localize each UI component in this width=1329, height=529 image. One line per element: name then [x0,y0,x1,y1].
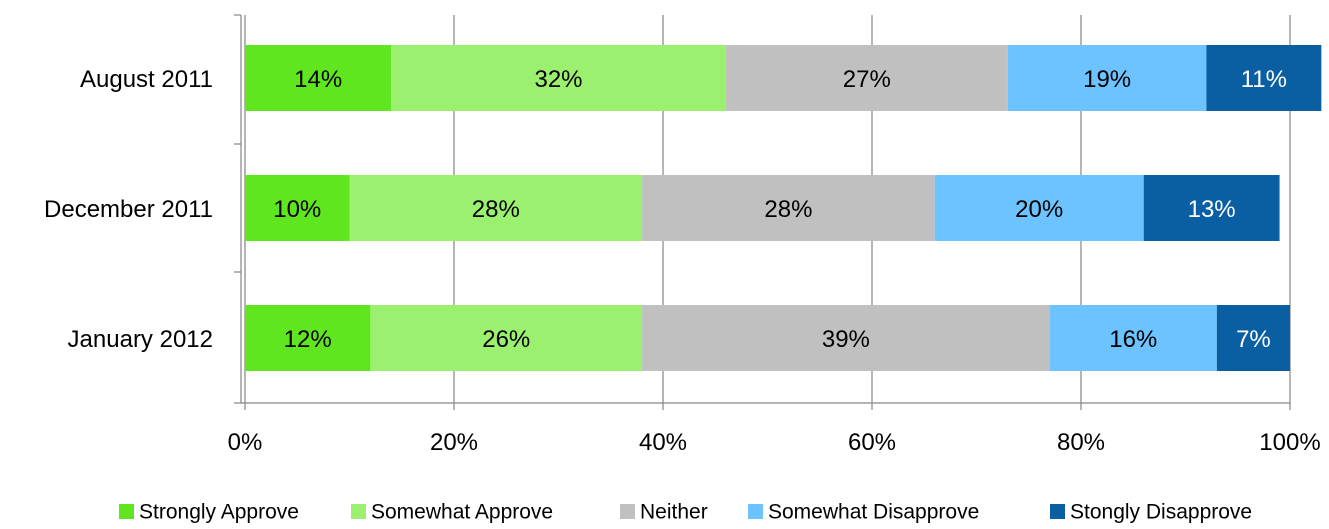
bar-segment-somewhat-approve [391,45,726,111]
data-label: 12% [284,326,332,353]
bar-segment-stongly-disapprove [1143,175,1280,241]
legend-label: Somewhat Disapprove [768,501,979,524]
data-label: 7% [1236,326,1271,353]
data-label: 26% [482,326,530,353]
data-label: 27% [843,66,891,93]
legend-label: Strongly Approve [139,501,299,524]
data-label: 10% [273,196,321,223]
category-label: August 2011 [80,66,213,93]
bar-segment-somewhat-disapprove [1007,45,1207,111]
x-tick-label: 60% [848,429,896,456]
legend-swatch-neither [620,504,635,519]
data-label: 13% [1188,196,1236,223]
category-label: December 2011 [44,196,213,223]
legend: Strongly Approve Somewhat Approve Neither S… [119,501,1252,524]
bar-segment-strongly-approve [245,305,371,371]
bar-segment-strongly-approve [245,175,350,241]
bar-segment-neither [642,175,935,241]
bar-segment-somewhat-approve [370,305,643,371]
legend-label: Stongly Disapprove [1070,501,1252,524]
legend-swatch-stongly-disapprove [1050,504,1065,519]
x-tick-label: 40% [639,429,687,456]
data-label: 11% [1241,66,1287,93]
category-label: January 2012 [68,326,213,353]
data-label: 28% [764,196,812,223]
legend-swatch-somewhat-approve [351,504,366,519]
bar-segment-somewhat-disapprove [934,175,1144,241]
legend-swatch-somewhat-disapprove [748,504,763,519]
data-label: 32% [534,66,582,93]
bar-segment-neither [642,305,1050,371]
labels: 0% 20% 40% 60% 80% 100% 14% 32% 27% 19% 11% August … [44,66,1321,456]
data-label: 19% [1083,66,1131,93]
data-label: 14% [294,66,342,93]
bar-segment-stongly-disapprove [1216,305,1290,371]
legend-label: Somewhat Approve [371,501,553,524]
bar-segment-neither [725,45,1008,111]
data-label: 28% [472,196,520,223]
data-label: 16% [1109,326,1157,353]
bar-segment-stongly-disapprove [1206,45,1322,111]
legend-label: Neither [640,501,708,524]
data-label: 20% [1015,196,1063,223]
bar-segment-somewhat-approve [349,175,643,241]
x-tick-label: 80% [1057,429,1105,456]
axes [234,14,1291,410]
x-tick-label: 100% [1259,429,1320,456]
bar-segment-strongly-approve [245,45,392,111]
bars [245,45,1322,371]
x-tick-label: 20% [430,429,478,456]
x-tick-label: 0% [228,429,263,456]
data-label: 39% [822,326,870,353]
bar-segment-somewhat-disapprove [1049,305,1217,371]
legend-swatch-strongly-approve [119,504,134,519]
